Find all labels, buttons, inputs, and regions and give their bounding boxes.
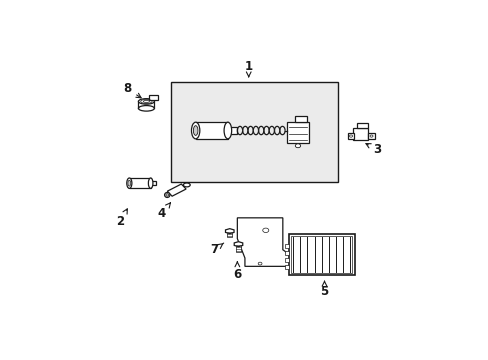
Text: 1: 1 [244, 60, 252, 77]
Bar [288, 234, 354, 275]
Ellipse shape [224, 122, 231, 139]
Bar [284, 251, 288, 255]
Polygon shape [167, 184, 186, 196]
Ellipse shape [193, 126, 198, 135]
Polygon shape [234, 242, 242, 247]
Text: 5: 5 [320, 282, 328, 298]
Bar [368, 133, 374, 139]
Bar [294, 116, 306, 122]
Ellipse shape [126, 178, 132, 188]
Ellipse shape [164, 193, 169, 198]
Bar [195, 122, 227, 139]
Ellipse shape [138, 105, 154, 111]
Bar [171, 82, 337, 182]
Bar [227, 127, 237, 134]
Bar [356, 123, 367, 128]
Text: 3: 3 [365, 143, 381, 157]
Bar [236, 244, 240, 252]
Bar [290, 237, 351, 273]
Ellipse shape [128, 180, 130, 186]
Bar [347, 133, 353, 139]
Bar [286, 122, 308, 143]
Bar [352, 128, 367, 140]
Ellipse shape [183, 183, 190, 187]
Ellipse shape [165, 194, 168, 196]
Text: 2: 2 [116, 209, 127, 229]
Ellipse shape [148, 178, 153, 188]
Bar [150, 181, 156, 185]
Text: 8: 8 [123, 82, 141, 98]
Text: 7: 7 [210, 243, 223, 256]
Circle shape [349, 135, 352, 137]
Text: 4: 4 [157, 203, 170, 220]
Circle shape [258, 262, 262, 265]
Bar [227, 231, 232, 237]
Polygon shape [237, 218, 290, 266]
Polygon shape [225, 229, 234, 234]
Text: 6: 6 [233, 262, 241, 281]
Ellipse shape [295, 144, 300, 148]
Bar [149, 95, 158, 100]
Bar [129, 178, 150, 188]
Ellipse shape [138, 99, 154, 104]
Bar [284, 244, 288, 248]
Circle shape [369, 135, 372, 137]
Circle shape [262, 228, 268, 233]
Bar [284, 265, 288, 269]
Bar [284, 258, 288, 262]
Ellipse shape [191, 122, 200, 139]
